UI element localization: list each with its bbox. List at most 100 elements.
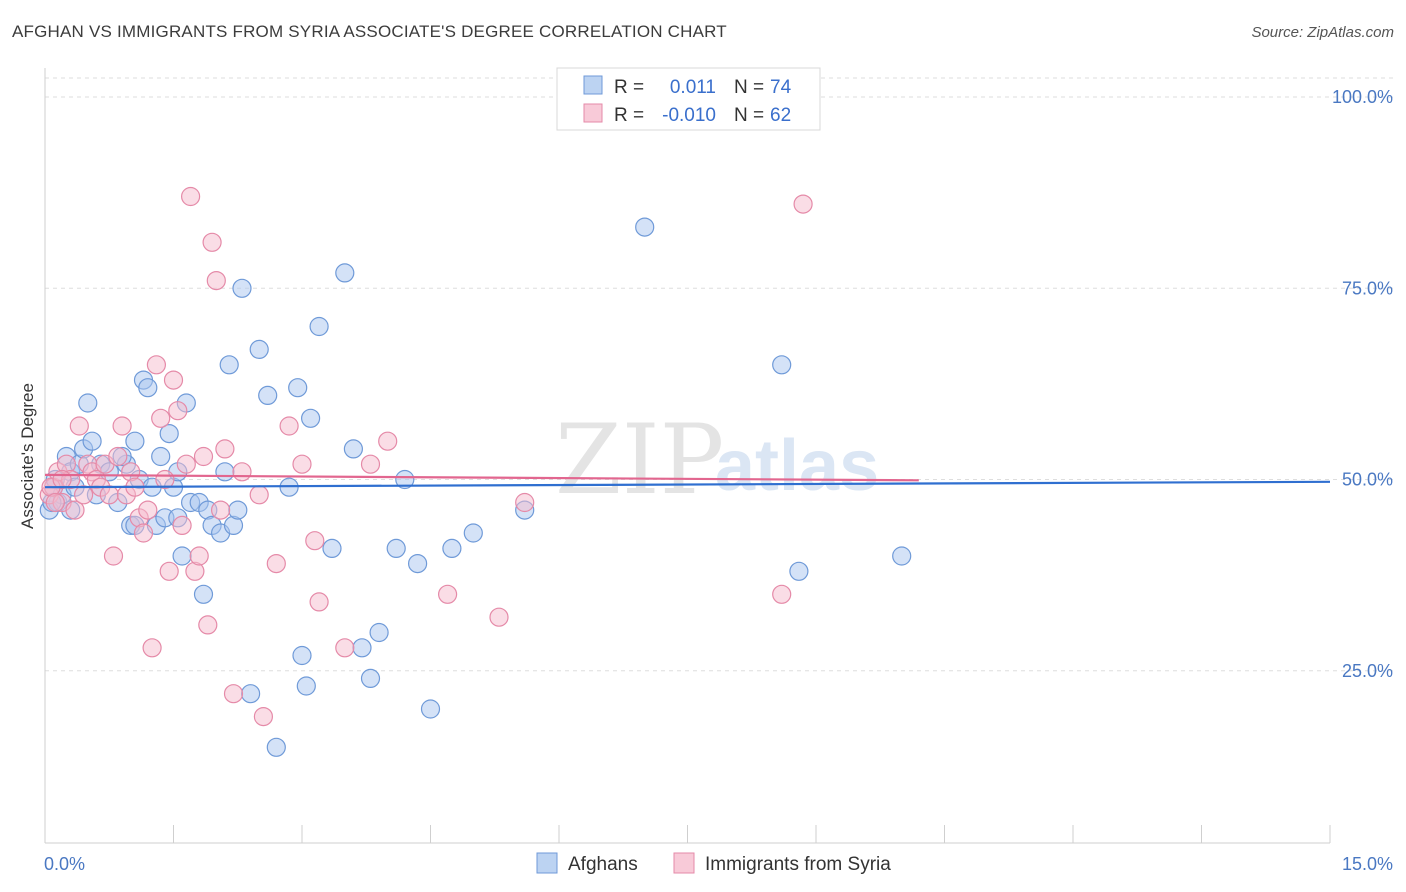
syria-point [266,553,286,574]
afghans-point [78,393,98,413]
syria-point [198,615,218,635]
syria-point [73,485,94,505]
afghans-point [232,278,252,298]
syria-point [99,485,119,505]
series-legend-swatch-afghans [536,852,558,874]
legend-n-value-afghans: 74 [770,77,792,98]
chart-title: AFGHAN VS IMMIGRANTS FROM SYRIA ASSOCIAT… [12,22,727,41]
syria-point [215,439,235,459]
chart-source: Source: ZipAtlas.com [1251,24,1394,41]
afghans-point [420,699,441,719]
syria-point [292,454,312,474]
afghans-point [789,561,809,581]
afghans-point [463,523,483,543]
syria-point [133,523,154,543]
syria-point [515,492,535,513]
syria-point [335,638,355,658]
series-legend-swatch-syria [673,852,695,874]
y-tick-labels: 25.0% 50.0% 75.0% 100.0% [1332,87,1393,681]
syria-point [360,454,381,474]
syria-point [181,186,201,207]
x-tick-label-max: 15.0% [1342,854,1393,874]
afghans-point [352,638,372,658]
y-tick-label-100: 100.0% [1332,87,1393,107]
syria-point [211,500,231,520]
afghans-point [288,378,308,398]
afghans-point [215,462,235,482]
y-tick-label-75: 75.0% [1342,278,1393,298]
syria-point [202,232,222,252]
legend-swatch-syria [583,103,603,123]
legend-r-label-syria: R = [614,105,644,126]
syria-point [45,492,65,513]
afghans-point [193,584,214,604]
syria-point [103,546,124,566]
grid-lines [45,77,1393,672]
syria-point [168,401,188,421]
afghans-point [335,263,355,283]
legend-n-label-afghans: N = [734,77,764,98]
syria-point [193,446,214,467]
syria-point [138,500,158,520]
afghans-point [309,316,329,337]
legend-r-value-afghans: 0.011 [670,77,716,98]
syria-point [279,416,299,436]
syria-point [159,561,179,581]
afghans-point [772,355,792,375]
syria-point [189,546,209,566]
series-legend-label-afghans: Afghans [568,854,638,875]
x-tick-labels: 0.0% 15.0% [44,854,1393,874]
syria-point [232,462,252,482]
afghans-point [322,538,342,559]
afghans-point [408,553,428,574]
afghans-point [395,469,415,490]
syria-point [52,469,72,490]
series-legend-label-syria: Immigrants from Syria [705,854,891,875]
afghans-point [138,378,158,398]
syria-point [378,431,398,451]
afghans-trend-line [44,480,1331,489]
afghans-point [292,645,312,666]
syria-point [176,454,196,474]
series-syria-points [39,186,813,727]
afghans-point [301,408,321,428]
syria-trend-line [44,473,919,482]
syria-point [146,355,166,375]
y-tick-label-50: 50.0% [1342,470,1393,490]
series-legend: Afghans Immigrants from Syria [536,852,891,875]
y-axis-label: Associate's Degree [18,383,37,529]
afghans-point [635,217,655,237]
trend-lines [44,473,1331,489]
syria-point [112,416,132,436]
watermark-atlas: atlas [715,426,879,506]
syria-point [206,271,226,291]
x-tick-label-min: 0.0% [44,854,85,874]
afghans-point [369,622,389,643]
syria-point [249,485,269,505]
afghans-point [892,546,912,566]
syria-point [223,684,244,704]
afghans-point [172,546,192,566]
syria-point [69,416,89,436]
syria-point [65,500,85,520]
watermark-zip: ZIP [555,404,724,516]
legend-swatch-afghans [583,75,603,95]
afghans-point [442,538,462,559]
afghans-point [82,431,102,451]
afghans-point [241,684,261,704]
syria-point [489,607,509,627]
afghans-point [386,538,406,559]
legend-n-label-syria: N = [734,105,764,126]
afghans-point [228,500,248,520]
watermark: ZIP atlas [555,404,879,516]
syria-point [108,446,128,467]
stats-legend: R = 0.011 N = 74 R = -0.010 N = 62 [556,67,821,131]
syria-point [772,584,792,604]
afghans-point [151,446,171,467]
y-tick-label-25: 25.0% [1342,661,1393,681]
afghans-point [296,676,316,696]
afghans-point [258,385,278,405]
syria-point [151,408,171,428]
legend-r-value-syria: -0.010 [662,105,716,126]
